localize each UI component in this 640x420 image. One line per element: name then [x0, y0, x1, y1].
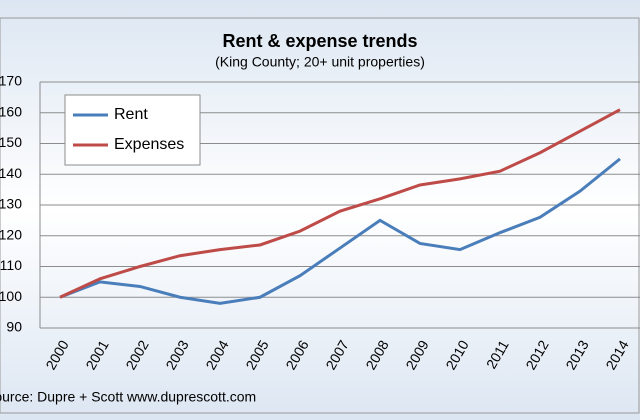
- y-tick-label: 90: [6, 319, 22, 335]
- legend-label: Rent: [114, 106, 148, 123]
- y-tick-label: 130: [0, 196, 22, 212]
- legend-box: [64, 94, 201, 166]
- frame: [0, 17, 640, 414]
- legend-label: Expenses: [114, 136, 184, 153]
- source-note: Source: Dupre + Scott www.duprescott.com: [0, 389, 256, 405]
- chart-title: Rent & expense trends: [222, 31, 417, 51]
- y-tick-label: 110: [0, 257, 22, 273]
- chart-subtitle: (King County; 20+ unit properties): [215, 54, 425, 70]
- series-line: [59, 157, 621, 305]
- y-tick-label: 100: [0, 288, 22, 304]
- y-tick-label: 140: [0, 165, 22, 181]
- y-tick-label: 170: [0, 73, 22, 89]
- y-tick-label: 160: [0, 103, 22, 119]
- y-tick-label: 150: [0, 134, 22, 150]
- y-tick-label: 120: [0, 226, 22, 242]
- series-line: [59, 108, 621, 299]
